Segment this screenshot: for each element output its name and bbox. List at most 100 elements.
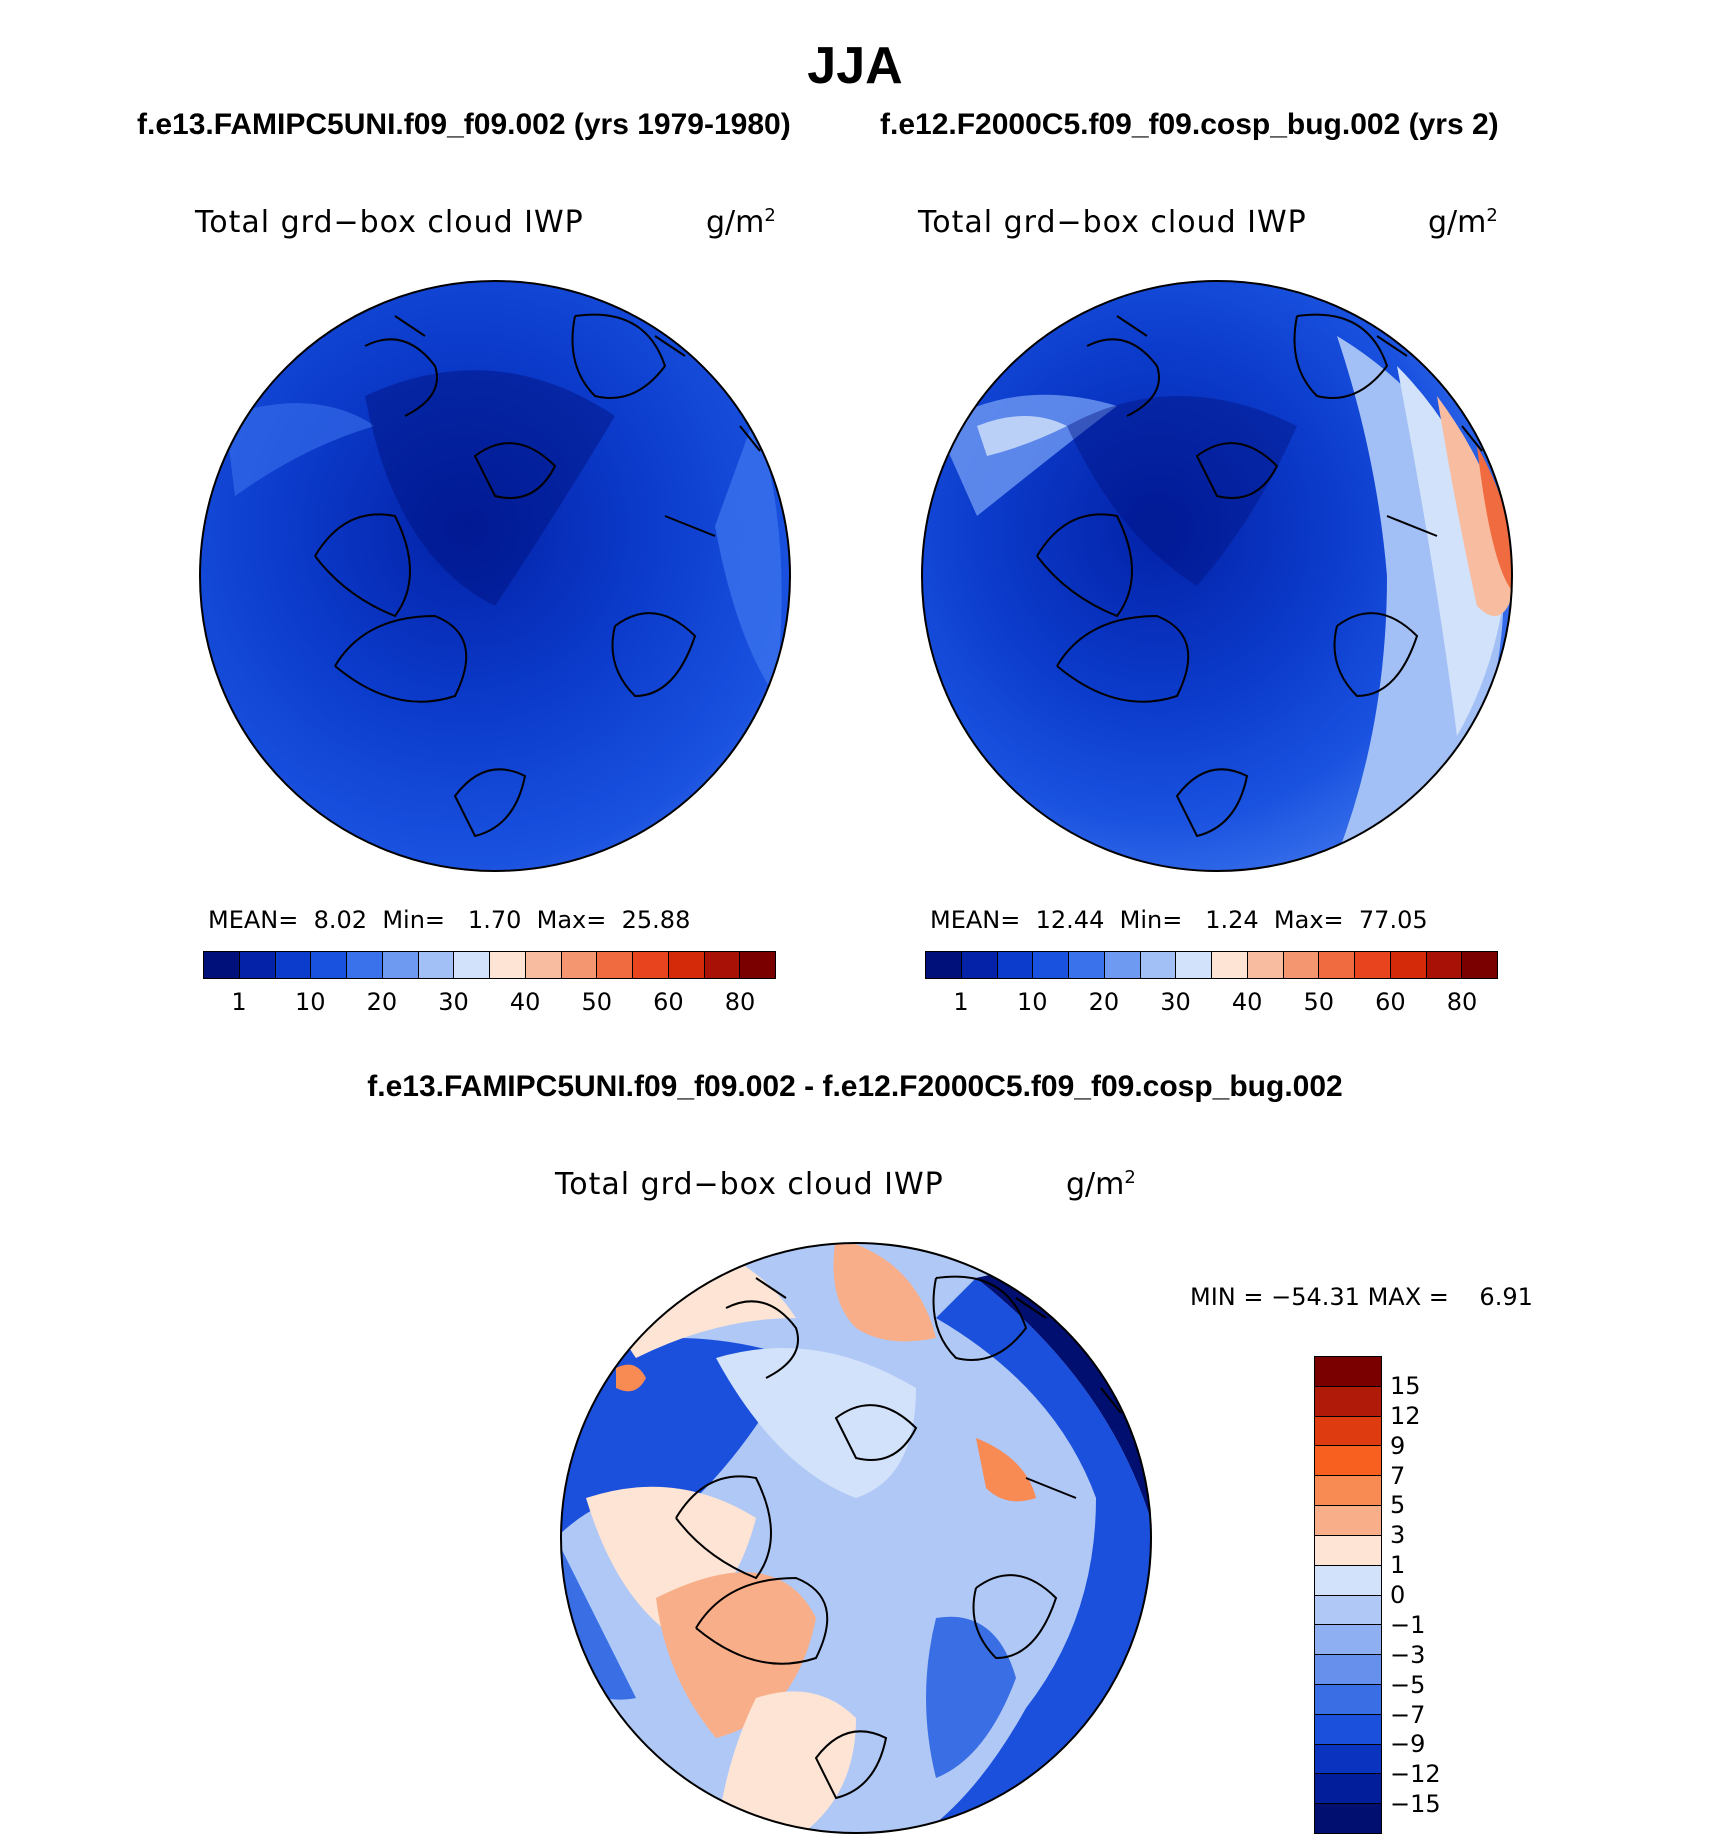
colorbar-cell [668, 952, 705, 978]
colorbar-cell [1319, 952, 1355, 978]
left-plot-title: Total grd−box cloud IWP [195, 205, 584, 240]
right-field-blob [977, 416, 1067, 456]
colorbar-tick-label: 10 [1016, 988, 1048, 1016]
colorbar-tick-label: 40 [1231, 988, 1263, 1016]
colorbar-cell [525, 952, 562, 978]
left-field-blob [715, 416, 782, 696]
right-field-blob [1477, 446, 1512, 596]
colorbar-tick-label: 60 [653, 988, 684, 1016]
colorbar-tick-label: 30 [438, 988, 469, 1016]
colorbar-cell [1315, 1714, 1381, 1745]
colorbar-tick-label: 12 [1390, 1401, 1421, 1430]
diff-field-blob [976, 1438, 1036, 1502]
right-polar-map [921, 280, 1513, 872]
colorbar-cell [1315, 1357, 1381, 1387]
colorbar-cell [926, 952, 962, 978]
left-field-blob [225, 403, 375, 496]
colorbar-tick-label: 40 [509, 988, 541, 1016]
colorbar-tick-label: 80 [1446, 988, 1478, 1016]
right-field-blob [1397, 366, 1507, 736]
colorbar-cell [961, 952, 998, 978]
colorbar-tick-label: 5 [1390, 1491, 1406, 1520]
colorbar-cell [275, 952, 312, 978]
right-field-blob [1437, 396, 1512, 616]
colorbar-tick-label: 50 [581, 988, 612, 1016]
left-stats: MEAN= 8.02 Min= 1.70 Max= 25.88 [208, 906, 691, 934]
right-colorbar-labels: 1 10 20 30 40 50 60 80 [925, 988, 1498, 1018]
diff-field-blob [833, 1243, 936, 1342]
colorbar-cell [1315, 1655, 1381, 1685]
colorbar-cell [1104, 952, 1141, 978]
right-map-boundary [921, 280, 1513, 872]
colorbar-tick-label: −9 [1390, 1730, 1426, 1759]
diff-colorbar-labels: 15 12 9 7 5 3 1 0 −1 −3 −5 −7 −9 −12 −15 [1390, 1356, 1490, 1834]
colorbar-cell [1283, 952, 1320, 978]
colorbar-cell [1315, 1416, 1381, 1447]
diff-polar-map [560, 1242, 1152, 1834]
colorbar-tick-label: −1 [1390, 1610, 1426, 1639]
colorbar-tick-label: 20 [366, 988, 398, 1016]
left-case-title: f.e13.FAMIPC5UNI.f09_f09.002 (yrs 1979-1… [137, 108, 791, 141]
colorbar-cell [704, 952, 741, 978]
right-colorbar [925, 951, 1498, 979]
colorbar-cell [1315, 1804, 1381, 1833]
colorbar-tick-label: −15 [1390, 1790, 1441, 1819]
diff-field-blob [616, 1364, 646, 1392]
colorbar-tick-label: −12 [1390, 1760, 1441, 1789]
diff-stats: MIN = −54.31 MAX = 6.91 [1190, 1283, 1533, 1311]
colorbar-tick-label: −7 [1390, 1700, 1426, 1729]
colorbar-cell [1033, 952, 1069, 978]
colorbar-tick-label: 50 [1303, 988, 1334, 1016]
colorbar-tick-label: 1 [231, 988, 247, 1016]
colorbar-cell [204, 952, 240, 978]
diff-plot-title: Total grd−box cloud IWP [555, 1167, 944, 1202]
colorbar-cell [1315, 1386, 1381, 1417]
diff-plot-units: g/m2 [1066, 1167, 1136, 1202]
colorbar-cell [1390, 952, 1427, 978]
colorbar-tick-label: 10 [294, 988, 326, 1016]
colorbar-tick-label: 15 [1390, 1371, 1421, 1400]
left-plot-units: g/m2 [706, 205, 776, 240]
colorbar-cell [1315, 1744, 1381, 1775]
colorbar-cell [239, 952, 276, 978]
colorbar-tick-label: 0 [1390, 1581, 1406, 1609]
colorbar-cell [382, 952, 419, 978]
colorbar-cell [1315, 1595, 1381, 1626]
colorbar-cell [490, 952, 526, 978]
colorbar-cell [311, 952, 347, 978]
colorbar-cell [1140, 952, 1177, 978]
diff-field-blob [716, 1691, 856, 1833]
colorbar-cell [454, 952, 490, 978]
colorbar-tick-label: 80 [724, 988, 756, 1016]
right-coastline [1036, 313, 1483, 838]
colorbar-tick-label: 20 [1088, 988, 1120, 1016]
diff-colorbar [1314, 1356, 1382, 1834]
colorbar-cell [418, 952, 455, 978]
right-plot-units: g/m2 [1428, 205, 1498, 240]
right-stats: MEAN= 12.44 Min= 1.24 Max= 77.05 [930, 906, 1428, 934]
colorbar-tick-label: −5 [1390, 1670, 1426, 1699]
colorbar-cell [597, 952, 633, 978]
colorbar-cell [997, 952, 1034, 978]
colorbar-cell [561, 952, 598, 978]
colorbar-tick-label: 30 [1160, 988, 1191, 1016]
colorbar-cell [1315, 1506, 1381, 1536]
difference-title: f.e13.FAMIPC5UNI.f09_f09.002 - f.e12.F20… [367, 1070, 1343, 1103]
colorbar-tick-label: 7 [1390, 1461, 1406, 1490]
colorbar-cell [740, 952, 775, 978]
colorbar-cell [633, 952, 669, 978]
left-colorbar-labels: 1 10 20 30 40 50 60 80 [203, 988, 776, 1018]
colorbar-cell [1212, 952, 1248, 978]
left-map-boundary [199, 280, 791, 872]
colorbar-cell [1315, 1476, 1381, 1507]
colorbar-cell [1355, 952, 1391, 978]
colorbar-cell [1069, 952, 1105, 978]
colorbar-cell [1315, 1535, 1381, 1566]
colorbar-cell [347, 952, 383, 978]
colorbar-cell [1462, 952, 1497, 978]
colorbar-cell [1315, 1684, 1381, 1715]
diff-field-blob [926, 1616, 1016, 1778]
diff-map-boundary [560, 1242, 1152, 1834]
colorbar-cell [1315, 1565, 1381, 1596]
colorbar-tick-label: −3 [1390, 1640, 1426, 1669]
